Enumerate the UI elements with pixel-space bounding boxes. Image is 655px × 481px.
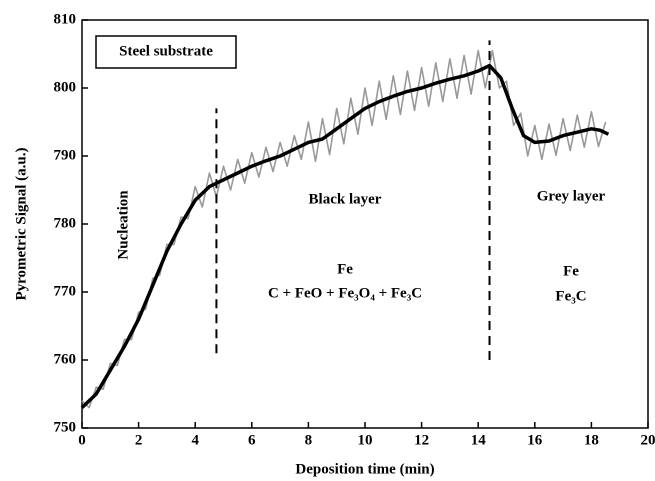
y-tick-label: 810 xyxy=(54,11,77,27)
annotation: Black layer xyxy=(309,191,382,207)
annotation: Nucleation xyxy=(115,190,131,260)
x-tick-label: 0 xyxy=(78,432,86,448)
y-tick-label: 780 xyxy=(54,215,77,231)
label-box xyxy=(95,35,237,69)
x-tick-label: 16 xyxy=(527,432,543,448)
x-tick-label: 10 xyxy=(358,432,373,448)
x-tick-label: 8 xyxy=(305,432,313,448)
annotation: Steel substrate xyxy=(119,43,213,59)
y-axis-label: Pyrometric Signal (a.u.) xyxy=(13,147,29,300)
y-tick-label: 770 xyxy=(54,283,77,299)
plot-frame xyxy=(81,19,649,429)
x-axis-label: Deposition time (min) xyxy=(295,461,434,477)
y-tick-label: 800 xyxy=(54,79,77,95)
x-tick-label: 18 xyxy=(584,432,599,448)
x-tick-label: 2 xyxy=(135,432,143,448)
annotation: Fe₃C xyxy=(555,288,586,304)
x-tick-label: 12 xyxy=(414,432,429,448)
y-tick-label: 750 xyxy=(54,419,77,435)
x-tick-label: 20 xyxy=(641,432,655,448)
x-tick-label: 14 xyxy=(471,432,487,448)
x-tick-label: 4 xyxy=(191,432,199,448)
annotation: C + FeO + Fe₃O₄ + Fe₃C xyxy=(268,285,422,301)
x-tick-label: 6 xyxy=(248,432,256,448)
annotation: Grey layer xyxy=(537,188,606,204)
annotation: Fe xyxy=(337,261,353,277)
smoothed-line xyxy=(80,63,610,409)
annotation: Fe xyxy=(563,263,579,279)
y-tick-label: 760 xyxy=(54,351,77,367)
raw-signal-line xyxy=(81,49,607,409)
y-tick-label: 790 xyxy=(54,147,77,163)
